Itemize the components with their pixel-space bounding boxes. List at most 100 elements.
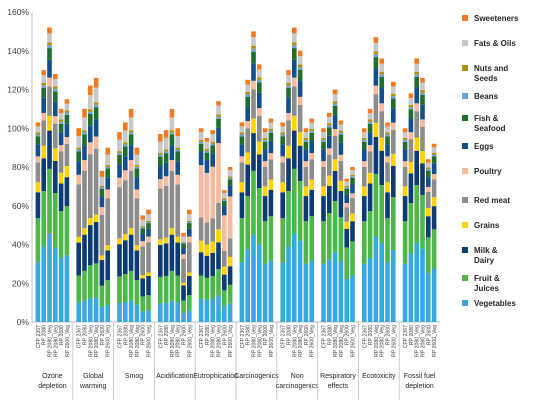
- bar-segment: [64, 110, 70, 113]
- bar-segment: [175, 174, 180, 185]
- bar-segment: [163, 130, 169, 138]
- bar-segment: [163, 275, 169, 303]
- bar-segment: [262, 263, 268, 323]
- bar-segment: [53, 101, 58, 117]
- bar-segment: [58, 151, 64, 173]
- bar-segment: [327, 154, 332, 176]
- bar-segment: [47, 42, 52, 46]
- bar-segment: [181, 300, 186, 314]
- scenario-label: RP 2080_Veg: [333, 325, 339, 357]
- bar-segment: [146, 214, 151, 221]
- bar-segment: [158, 239, 163, 245]
- bar-segment: [431, 174, 437, 180]
- bar-segment: [251, 45, 256, 49]
- bar-segment: [408, 139, 414, 162]
- bar-segment: [227, 238, 233, 257]
- bar-segment: [175, 149, 180, 152]
- bar-segment: [338, 134, 344, 143]
- bar-segment: [123, 234, 128, 241]
- bar-segment: [431, 147, 437, 153]
- bar-segment: [414, 58, 419, 64]
- bar-segment: [402, 221, 408, 264]
- bar-segment: [53, 78, 58, 87]
- group-label: warming: [79, 383, 107, 390]
- bar-segment: [344, 278, 349, 322]
- bar-segment: [426, 169, 431, 171]
- bar-segment: [163, 151, 169, 154]
- bar-segment: [76, 236, 81, 243]
- bar-segment: [420, 94, 425, 105]
- bar-segment: [88, 225, 93, 266]
- bar-segment: [251, 118, 256, 134]
- bar-segment: [431, 163, 437, 175]
- bar-segment: [64, 112, 70, 115]
- bar-segment: [222, 190, 227, 193]
- bar-segment: [344, 185, 349, 188]
- bar-segment: [251, 51, 256, 64]
- bar-segment: [297, 50, 303, 57]
- legend-label: Grains: [474, 221, 500, 230]
- bar-segment: [262, 149, 268, 162]
- scenario-label: CFP 2367: [158, 325, 164, 348]
- bar-segment: [309, 179, 314, 190]
- bar-segment: [175, 161, 180, 175]
- bar-segment: [169, 234, 175, 271]
- bar-segment: [216, 118, 221, 128]
- group-label: depletion: [405, 383, 434, 390]
- bar-segment: [76, 128, 81, 136]
- bar-segment: [175, 147, 180, 150]
- scenario-label: RP 2080_Veg: [135, 325, 141, 357]
- bar-segment: [379, 76, 384, 88]
- bar-segment: [169, 134, 175, 146]
- bar-segment: [280, 182, 285, 193]
- bar-segment: [198, 240, 204, 253]
- bar-segment: [344, 207, 349, 222]
- bar-segment: [123, 142, 128, 145]
- bar-segment: [99, 214, 105, 256]
- bar-segment: [268, 128, 274, 131]
- bar-segment: [414, 111, 419, 138]
- bar-segment: [47, 130, 52, 169]
- bar-segment: [146, 228, 151, 237]
- bar-segment: [420, 248, 425, 322]
- bar-segment: [344, 221, 349, 229]
- bar-segment: [169, 170, 175, 229]
- bar-segment: [181, 285, 186, 301]
- scenario-label: RP 2080_Veg: [252, 325, 258, 357]
- bar-segment: [134, 280, 140, 305]
- bar-segment: [239, 156, 245, 163]
- bar-segment: [257, 69, 262, 78]
- bar-segment: [327, 185, 332, 214]
- bar-segment: [204, 277, 210, 300]
- bar-segment: [280, 192, 285, 219]
- bar-segment: [373, 136, 379, 174]
- bar-segment: [216, 202, 221, 230]
- bar-segment: [146, 223, 151, 229]
- scenario-label: RP 2600: [263, 325, 269, 345]
- bar-segment: [163, 153, 169, 163]
- bar-segment: [35, 182, 41, 193]
- bar-segment: [280, 122, 285, 127]
- bar-segment: [187, 223, 192, 229]
- scenario-label: RP 2080_Veg: [170, 325, 176, 357]
- bar-segment: [128, 160, 134, 171]
- bar-segment: [362, 167, 367, 187]
- legend-swatch: [462, 247, 468, 253]
- bar-segment: [367, 151, 373, 173]
- bar-segment: [210, 241, 215, 253]
- bar-segment: [385, 156, 390, 163]
- bar-segment: [367, 119, 373, 122]
- bar-segment: [362, 186, 367, 197]
- scenario-label: RP 2080: [368, 325, 374, 345]
- bar-segment: [268, 189, 274, 217]
- scenario-label: RP 2080_Veg: [94, 325, 100, 357]
- bar-segment: [93, 297, 99, 322]
- bar-segment: [385, 162, 390, 183]
- bar-segment: [204, 160, 210, 173]
- bar-segment: [198, 275, 204, 299]
- bar-segment: [175, 136, 180, 148]
- bar-segment: [327, 123, 332, 126]
- bar-segment: [204, 150, 210, 153]
- bar-segment: [222, 192, 227, 199]
- bar-segment: [245, 79, 250, 85]
